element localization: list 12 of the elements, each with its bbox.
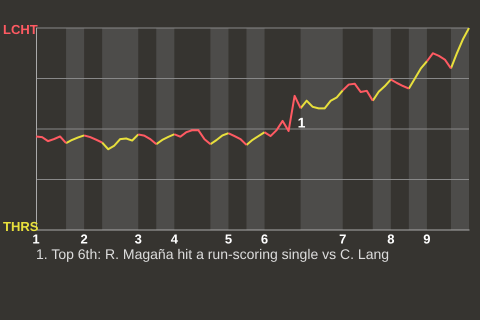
text: 1. Top 6th: R. Magaña hit a run-scoring single vs C. Lang (36, 246, 390, 262)
x-tick-label: 7 (339, 231, 346, 246)
x-tick-label: 4 (170, 231, 179, 246)
x-tick-label: 2 (80, 231, 88, 246)
x-tick-label: 5 (224, 231, 232, 246)
x-tick-label: 1 (32, 231, 40, 246)
x-tick-label: 6 (260, 231, 268, 246)
annotation: LCHT (3, 22, 38, 38)
x-tick-label: 9 (423, 231, 431, 246)
x-tick-label: 3 (134, 231, 142, 246)
annotation: 1 (298, 114, 306, 130)
x-tick-label: 8 (387, 231, 394, 246)
